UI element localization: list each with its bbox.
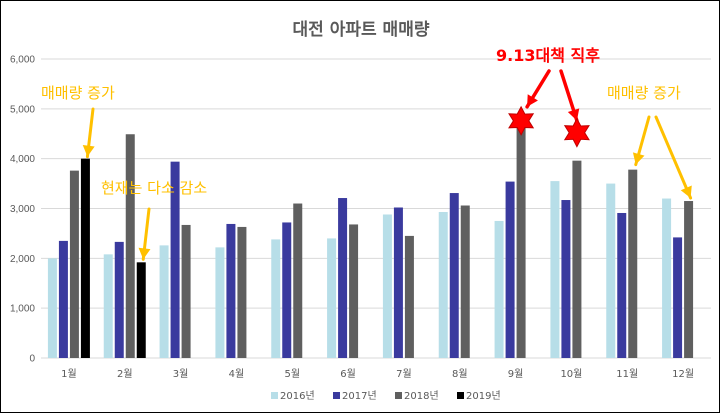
annotation-arrowhead	[527, 94, 538, 107]
legend-swatch	[457, 392, 464, 399]
legend-swatch	[333, 392, 340, 399]
x-axis-categories: 1월 2월 3월 4월 5월 6월 7월 8월 9월 10월 11월 12월	[61, 368, 694, 380]
bar	[572, 160, 582, 358]
bar	[438, 211, 448, 358]
bar	[237, 226, 247, 358]
bar	[561, 200, 571, 358]
legend-swatch	[271, 392, 278, 399]
bar	[69, 170, 79, 358]
annotation-text: 현재는 다소 감소	[101, 179, 207, 197]
bar	[449, 193, 459, 358]
x-category-label: 11월	[616, 368, 638, 380]
annotation-text: 9.13대책 직후	[496, 46, 600, 65]
x-category-label: 1월	[61, 368, 77, 380]
bar	[47, 258, 57, 358]
bar	[673, 237, 683, 358]
legend: 2016년 2017년 2018년 2019년	[271, 390, 501, 402]
x-category-label: 10월	[560, 368, 582, 380]
legend-label: 2016년	[280, 390, 315, 402]
annotation-text: 매매량 증가	[607, 84, 681, 102]
y-tick-label: 6,000	[10, 55, 35, 66]
bar	[404, 235, 414, 358]
bar	[103, 254, 113, 358]
bar	[293, 203, 303, 358]
bar	[382, 214, 392, 358]
bar	[327, 238, 337, 358]
chart-title: 대전 아파트 매매량	[293, 20, 430, 40]
bar	[393, 207, 403, 358]
bar	[125, 134, 135, 358]
bar	[338, 198, 348, 358]
x-category-label: 12월	[672, 368, 694, 380]
y-tick-label: 3,000	[10, 204, 35, 215]
annotation-star-icon	[563, 117, 590, 148]
legend-label: 2019년	[466, 390, 501, 402]
x-category-label: 5월	[284, 368, 300, 380]
legend-label: 2017년	[342, 390, 377, 402]
annotation-arrowhead	[680, 185, 692, 199]
bar	[58, 240, 68, 358]
bar	[617, 212, 627, 358]
annotation-arrow	[654, 115, 693, 200]
x-category-label: 3월	[173, 368, 189, 380]
bar	[226, 223, 236, 358]
bar	[606, 183, 616, 358]
bar	[181, 224, 191, 358]
y-tick-label: 1,000	[10, 304, 35, 315]
bar	[282, 222, 292, 358]
x-category-label: 8월	[452, 368, 468, 380]
x-category-label: 7월	[396, 368, 412, 380]
legend-swatch	[395, 392, 402, 399]
bar	[215, 247, 225, 358]
bar	[516, 118, 526, 358]
x-category-label: 4월	[229, 368, 245, 380]
grid-lines	[41, 58, 711, 359]
bars	[47, 118, 694, 358]
x-category-label: 6월	[340, 368, 356, 380]
bar	[80, 158, 90, 358]
x-category-label: 2월	[117, 368, 133, 380]
bar	[349, 224, 359, 358]
annotation-star-icon	[508, 105, 535, 136]
bar	[460, 205, 470, 358]
annotation-arrowhead	[567, 108, 580, 121]
y-tick-label: 2,000	[10, 254, 35, 265]
bar	[494, 220, 504, 358]
bar	[505, 181, 515, 358]
legend-label: 2018년	[404, 390, 439, 402]
bar	[114, 241, 124, 358]
bar	[159, 245, 169, 358]
annotation-arrowhead	[138, 247, 151, 260]
y-tick-label: 5,000	[10, 104, 35, 115]
bar	[662, 198, 672, 358]
y-tick-label: 0	[29, 354, 35, 365]
annotation-arrowhead	[632, 152, 645, 165]
y-axis-ticks: 0 1,000 2,000 3,000 4,000 5,000 6,000	[10, 55, 35, 365]
bar	[628, 169, 638, 358]
y-tick-label: 4,000	[10, 154, 35, 165]
bar	[136, 262, 146, 358]
bar	[271, 239, 281, 358]
bar	[684, 201, 694, 358]
annotation-text: 매매량 증가	[41, 84, 115, 102]
annotation-arrowhead	[82, 145, 95, 157]
bar	[170, 161, 180, 358]
bar	[550, 181, 560, 358]
x-category-label: 9월	[508, 368, 524, 380]
